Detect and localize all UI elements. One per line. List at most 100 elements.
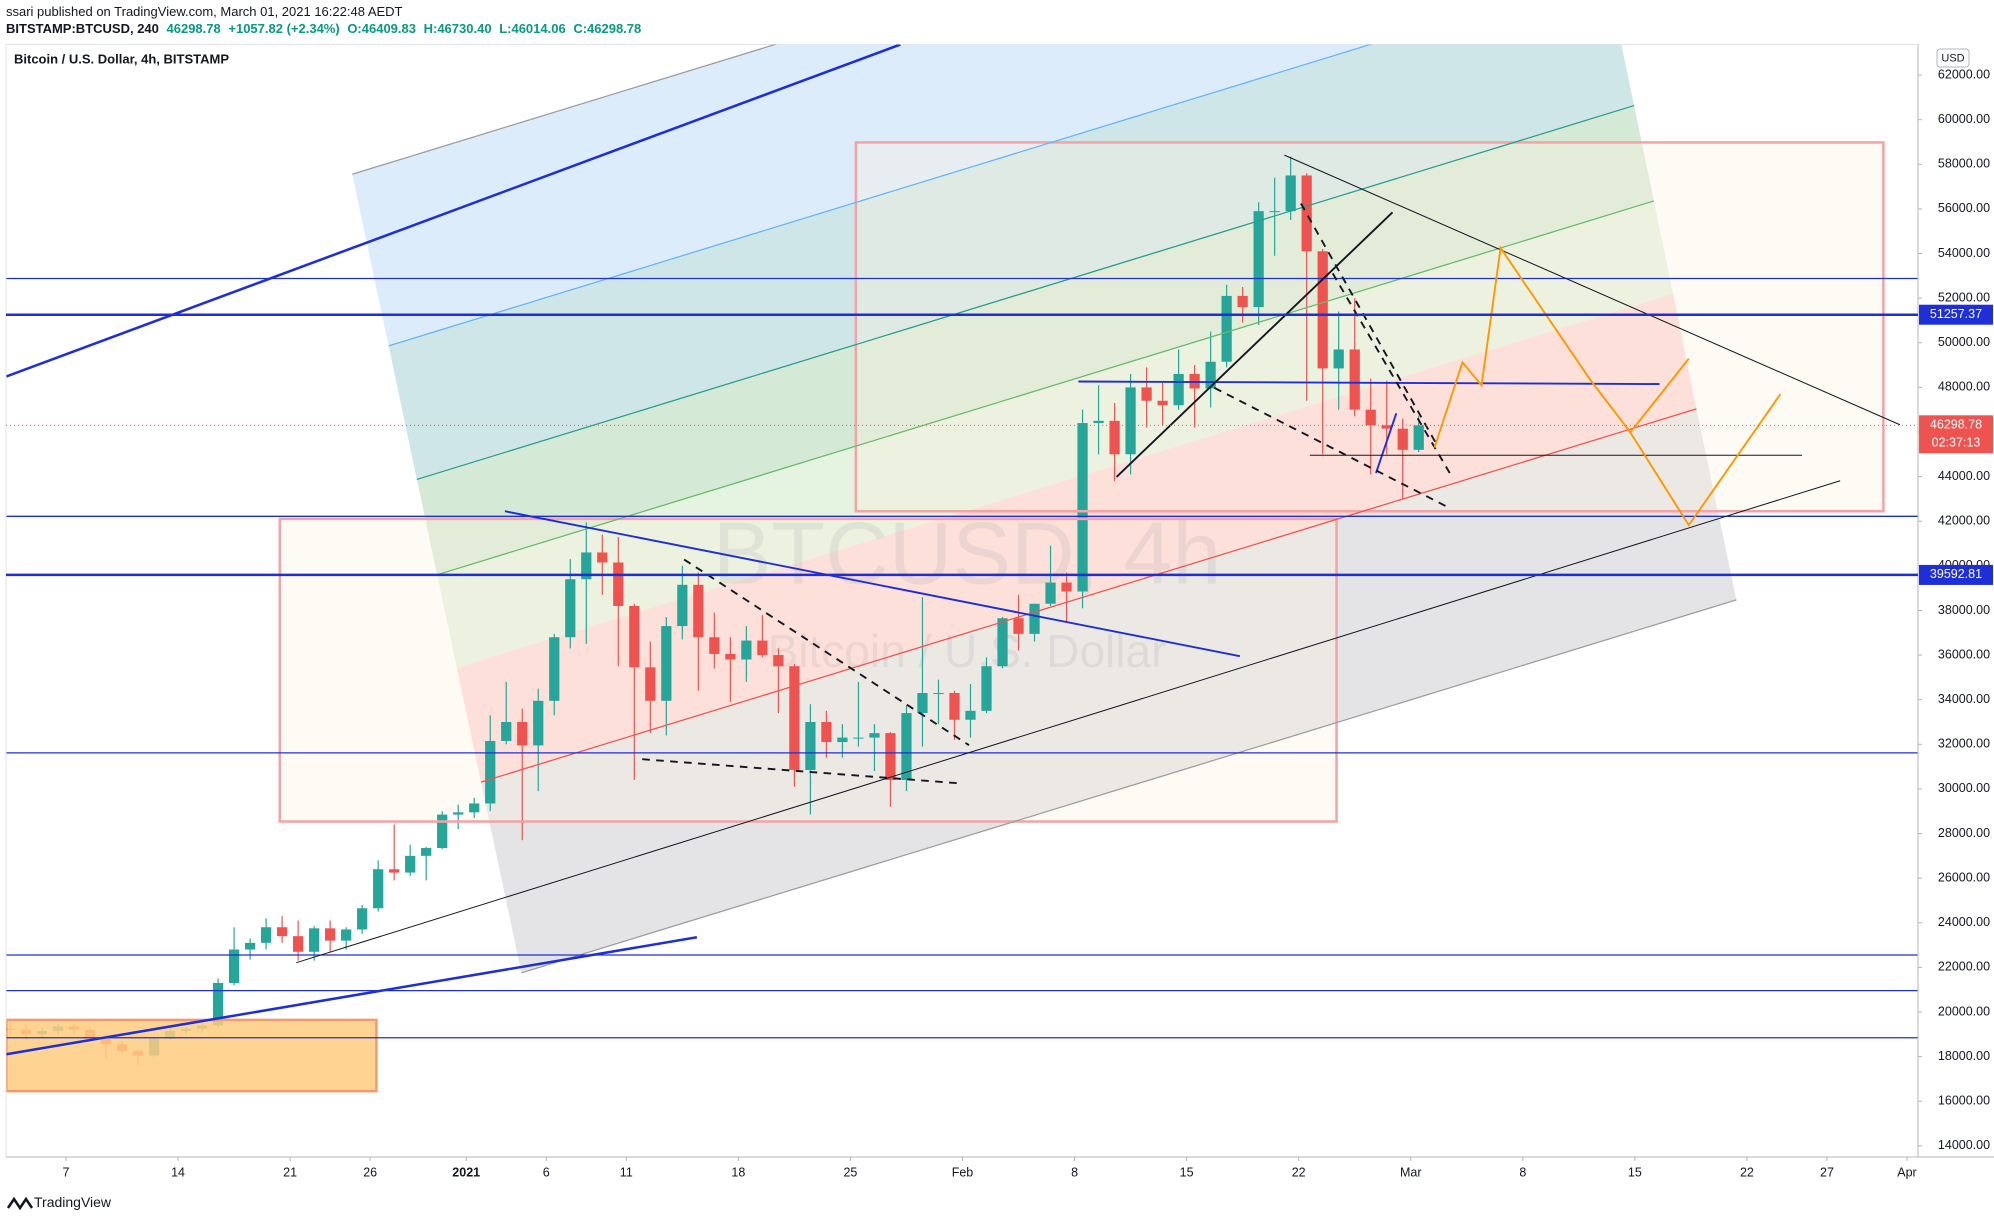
candle-body — [1397, 428, 1408, 450]
candle-body — [293, 936, 304, 952]
trend-line — [504, 510, 1241, 658]
y-tick-label: 28000.00 — [1938, 826, 1990, 840]
candle-body — [1109, 420, 1120, 455]
candle-body — [805, 721, 816, 770]
candle-body — [885, 733, 896, 780]
fork-line — [480, 408, 1697, 783]
symbol: BITSTAMP:BTCUSD, 240 — [6, 21, 159, 36]
fork-band — [480, 408, 1737, 973]
candle-body — [1285, 175, 1296, 212]
candle-body — [709, 637, 720, 654]
x-tick-label: 25 — [843, 1165, 857, 1179]
fork-band — [388, 44, 1635, 480]
candle-body — [677, 584, 688, 627]
y-tick-label: 38000.00 — [1938, 603, 1990, 617]
y-tick-label: 36000.00 — [1938, 647, 1990, 661]
y-tick-label: 52000.00 — [1938, 290, 1990, 304]
trend-line — [1115, 211, 1394, 478]
dashed-line — [1331, 272, 1451, 474]
x-tick-label: 2021 — [452, 1165, 480, 1179]
fork-band — [437, 200, 1674, 668]
last-price-box — [1919, 415, 1993, 454]
x-tick-label: 15 — [1628, 1165, 1642, 1179]
x-tick-label: 27 — [1820, 1165, 1834, 1179]
candle-body — [933, 692, 944, 694]
trend-line — [6, 935, 698, 1056]
candle-body — [373, 869, 384, 909]
candle-body — [837, 737, 848, 743]
candle-body — [789, 666, 800, 770]
y-tick-label: 20000.00 — [1938, 1004, 1990, 1018]
x-tick-label: 11 — [620, 1165, 633, 1179]
candle-body — [1301, 175, 1312, 252]
candle-body — [1157, 400, 1168, 406]
candle-body — [917, 692, 928, 714]
y-tick-label: 62000.00 — [1938, 67, 1990, 81]
candle-body — [1317, 251, 1328, 369]
candle-body — [228, 949, 240, 983]
candle-body — [853, 737, 864, 739]
zone-border — [278, 517, 1338, 823]
candle-body — [965, 710, 976, 720]
y-tick-label: 58000.00 — [1938, 157, 1990, 171]
x-tick-label: Mar — [1400, 1165, 1422, 1179]
publisher: ssari published on TradingView.com, Marc… — [6, 4, 403, 19]
candle-body — [741, 640, 752, 660]
x-tick-label: 6 — [543, 1165, 550, 1179]
candle-body — [725, 653, 736, 660]
candle-body — [549, 637, 560, 701]
zone-border — [854, 141, 1885, 513]
candle-body — [901, 713, 912, 780]
candle-body — [1237, 295, 1248, 308]
price-label: 39592.81 — [1930, 567, 1982, 581]
y-tick-label: 44000.00 — [1938, 469, 1990, 483]
candle-body — [1253, 211, 1264, 308]
candle-body — [517, 721, 528, 746]
logo — [6, 1196, 34, 1211]
candle-body — [244, 942, 256, 950]
candle-body — [469, 803, 480, 813]
x-tick-label: 22 — [1292, 1165, 1306, 1179]
candle-body — [1381, 425, 1392, 429]
candle-body — [325, 928, 336, 941]
y-tick-label: 48000.00 — [1938, 380, 1990, 394]
candle-body — [661, 626, 672, 701]
currency: USD — [1941, 52, 1964, 64]
countdown: 02:37:13 — [1932, 436, 1981, 450]
open: O:46409.83 — [347, 21, 416, 36]
candle-body — [1061, 582, 1072, 592]
y-tick-label: 34000.00 — [1938, 692, 1990, 706]
candle-body — [485, 740, 496, 804]
fork-line — [521, 599, 1737, 974]
brand: TradingView — [34, 1194, 112, 1210]
candle-body — [1413, 425, 1424, 450]
candle-body — [260, 927, 272, 943]
high: H:46730.40 — [423, 21, 492, 36]
y-tick-label: 54000.00 — [1938, 246, 1990, 260]
candle-body — [405, 855, 416, 873]
levels — [6, 277, 1918, 1039]
candle-body — [437, 814, 448, 849]
candle-body — [773, 655, 784, 667]
dashed-line — [642, 758, 961, 785]
candle-body — [421, 848, 432, 856]
candle-body — [1013, 618, 1024, 634]
x-tick-label: 21 — [283, 1165, 297, 1179]
x-tick-label: Feb — [952, 1165, 974, 1179]
candle-body — [581, 552, 592, 580]
candle-body — [453, 812, 464, 815]
candle-body — [533, 700, 544, 746]
x-tick-label: 15 — [1180, 1165, 1194, 1179]
price-label-box — [1919, 304, 1993, 325]
x-tick-label: 7 — [63, 1165, 70, 1179]
fork-line — [388, 44, 1373, 347]
candle-body — [757, 640, 768, 656]
candle-body — [1269, 211, 1280, 213]
x-tick-label: Apr — [1897, 1165, 1916, 1179]
y-tick-label: 26000.00 — [1938, 870, 1990, 884]
candle-body — [981, 666, 992, 711]
last: 46298.78 — [166, 21, 221, 36]
